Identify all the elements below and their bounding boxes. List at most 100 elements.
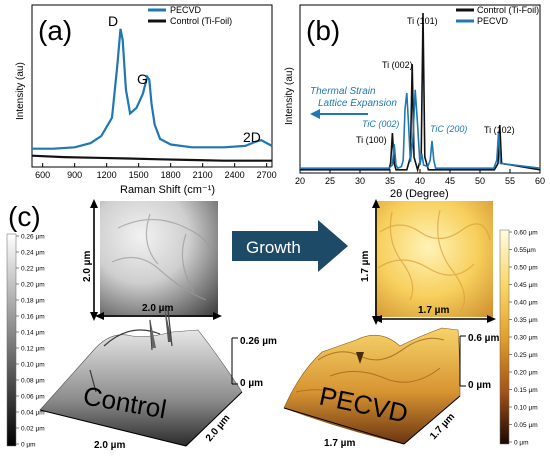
growth-label: Growth bbox=[246, 238, 301, 257]
colorbar-tick-label: 0.35 µm bbox=[514, 317, 538, 324]
x-tick-label: 40 bbox=[415, 176, 425, 186]
afm-image-control bbox=[100, 201, 218, 317]
colorbar-tick-label: 0.22 µm bbox=[21, 266, 45, 273]
afm-3d-control bbox=[39, 304, 243, 447]
panel-label-b: (b) bbox=[306, 15, 340, 46]
x-tick-label: 20 bbox=[295, 176, 305, 186]
legend-a: PECVD Control (Ti-Foil) bbox=[148, 5, 232, 26]
panel-b: (b) Intensity (au) 2θ (Degree) 20 25 30 35 4… bbox=[284, 4, 545, 200]
plot-frame-a bbox=[31, 4, 273, 168]
colorbar-tick-label: 0.10 µm bbox=[21, 362, 45, 369]
x-ticks-b: 20 25 30 35 40 45 50 55 60 bbox=[295, 169, 545, 186]
control-side-label: 2.0 µm bbox=[82, 251, 93, 282]
colorbar-tick-label: 0.10 µm bbox=[514, 405, 538, 412]
x-tick-label: 45 bbox=[445, 176, 455, 186]
legend-label-control: Control (Ti-Foil) bbox=[170, 16, 232, 26]
colorbar-tick-label: 0.04 µm bbox=[21, 410, 45, 417]
series-line-control-xrd bbox=[300, 12, 541, 173]
colorbar-tick-label: 0.24 µm bbox=[21, 250, 45, 257]
peak-label-tic002: TiC (002) bbox=[362, 119, 399, 129]
peak-label-d: D bbox=[108, 13, 118, 29]
y-axis-label-b: Intensity (au) bbox=[284, 67, 295, 125]
legend-label-pecvd-b: PECVD bbox=[477, 16, 509, 26]
shift-arrow bbox=[310, 109, 368, 119]
colorbar-tick-label: 0.08 µm bbox=[21, 378, 45, 385]
colorbar-tick-label: 0.26 µm bbox=[21, 234, 45, 241]
x-tick-label: 2100 bbox=[193, 170, 213, 180]
gray-colorbar-ticks: 0.26 µm 0.24 µm 0.22 µm 0.20 µm 0.18 µm 0.16 … bbox=[16, 234, 45, 449]
colorbar-tick-label: 0.40 µm bbox=[514, 300, 538, 307]
x-tick-label: 900 bbox=[67, 170, 82, 180]
afm-3d-pecvd bbox=[283, 327, 466, 445]
control-z-top: 0.26 µm bbox=[240, 336, 277, 347]
peak-label-ti102: Ti (102) bbox=[484, 125, 515, 135]
x-axis-label-a: Raman Shift (cm⁻¹) bbox=[120, 184, 215, 196]
panel-c: (c) 0.26 µm0.24 µm0.22 µm0.20 µm0.18 µm0… bbox=[6, 199, 538, 451]
pecvd-side-label: 1.7 µm bbox=[360, 251, 371, 282]
x-tick-label: 50 bbox=[475, 176, 485, 186]
heat-colorbar-ticks: 0.60 µm 0.55µm 0.50 µm 0.45 µm 0.40 µm 0.35 µ… bbox=[509, 230, 538, 447]
x-tick-label: 1200 bbox=[97, 170, 117, 180]
pecvd-z-bottom: 0 µm bbox=[468, 380, 491, 391]
peak-label-ti100: Ti (100) bbox=[356, 135, 387, 145]
panel-a: (a) Intensity (au) Raman Shift (cm⁻¹) 60… bbox=[15, 4, 277, 196]
x-tick-label: 2400 bbox=[225, 170, 245, 180]
colorbar-tick-label: 0.05 µm bbox=[514, 422, 538, 429]
colorbar-tick-label: 0.02 µm bbox=[21, 426, 45, 433]
control-bottom-label: 2.0 µm bbox=[142, 303, 173, 314]
peak-label-tic200: TiC (200) bbox=[430, 124, 467, 134]
x-tick-label: 35 bbox=[385, 176, 395, 186]
gray-colorbar bbox=[6, 233, 17, 447]
legend-label-pecvd: PECVD bbox=[170, 5, 202, 15]
x-tick-label: 55 bbox=[505, 176, 515, 186]
colorbar-tick-label: 0.18 µm bbox=[21, 298, 45, 305]
y-axis-label-a: Intensity (au) bbox=[15, 62, 26, 120]
afm-image-pecvd bbox=[375, 201, 493, 317]
series-line-pecvd-xrd bbox=[300, 89, 541, 170]
x-tick-label: 600 bbox=[35, 170, 50, 180]
colorbar-tick-label: 0 µm bbox=[21, 442, 36, 449]
x-axis-label-b: 2θ (Degree) bbox=[390, 188, 449, 200]
pecvd-z-top: 0.6 µm bbox=[468, 333, 499, 344]
dimension-arrows-control bbox=[93, 204, 216, 317]
annotation-lattice-expansion: Lattice Expansion bbox=[318, 98, 397, 109]
pecvd-bottom-label: 1.7 µm bbox=[418, 305, 449, 316]
x-tick-label: 1800 bbox=[161, 170, 181, 180]
peak-label-2d: 2D bbox=[243, 129, 261, 145]
series-line-control bbox=[31, 154, 272, 162]
annotation-thermal-strain: Thermal Strain bbox=[310, 86, 376, 97]
afm-image-control-texture bbox=[111, 213, 212, 301]
colorbar-tick-label: 0.06 µm bbox=[21, 394, 45, 401]
panel-label-a: (a) bbox=[38, 15, 72, 46]
x-ticks-a: 600 900 1200 1500 1800 2100 2400 2700 bbox=[35, 163, 277, 180]
colorbar-tick-label: 0.15 µm bbox=[514, 387, 538, 394]
peak-label-ti101: Ti (101) bbox=[407, 16, 438, 26]
colorbar-tick-label: 0.60 µm bbox=[514, 230, 538, 237]
dimension-arrows-pecvd bbox=[375, 204, 490, 320]
legend-label-control-b: Control (Ti-Foil) bbox=[477, 5, 539, 15]
control-z-bottom: 0 µm bbox=[240, 378, 263, 389]
heat-colorbar bbox=[499, 229, 510, 445]
colorbar-tick-label: 0.12 µm bbox=[21, 346, 45, 353]
x-tick-label: 60 bbox=[535, 176, 545, 186]
colorbar-tick-label: 0.45 µm bbox=[514, 282, 538, 289]
colorbar-tick-label: 0.20 µm bbox=[21, 282, 45, 289]
colorbar-tick-label: 0.14 µm bbox=[21, 330, 45, 337]
x-tick-label: 25 bbox=[325, 176, 335, 186]
peak-label-g: G bbox=[137, 71, 148, 87]
x-tick-label: 2700 bbox=[257, 170, 277, 180]
colorbar-tick-label: 0.30 µm bbox=[514, 335, 538, 342]
colorbar-tick-label: 0 µm bbox=[514, 440, 529, 447]
pecvd-iso-x: 1.7 µm bbox=[324, 438, 355, 449]
colorbar-tick-label: 0.16 µm bbox=[21, 314, 45, 321]
x-tick-label: 30 bbox=[355, 176, 365, 186]
afm-image-pecvd-texture bbox=[377, 209, 491, 313]
colorbar-tick-label: 0.55µm bbox=[514, 247, 536, 254]
colorbar-tick-label: 0.25 µm bbox=[514, 352, 538, 359]
series-line-pecvd bbox=[32, 28, 273, 150]
colorbar-tick-label: 0.50 µm bbox=[514, 265, 538, 272]
legend-b: Control (Ti-Foil) PECVD bbox=[456, 5, 539, 26]
growth-arrow: Growth bbox=[232, 220, 348, 272]
peak-label-ti002: Ti (002) bbox=[382, 60, 413, 70]
colorbar-tick-label: 0.20 µm bbox=[514, 370, 538, 377]
